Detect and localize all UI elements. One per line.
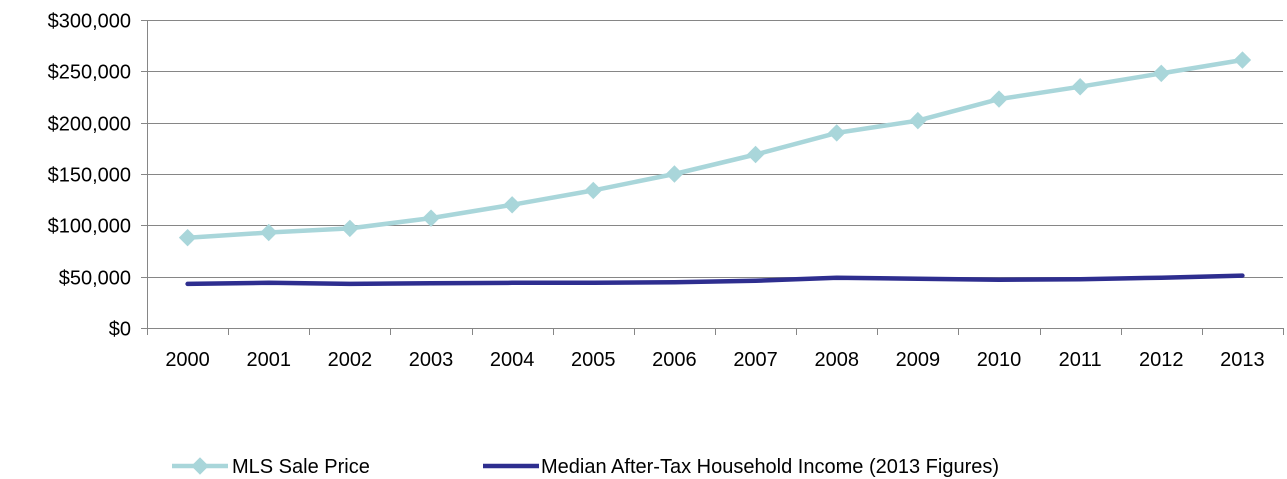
y-tick-label: $50,000 [59, 268, 131, 290]
data-point-marker [1152, 64, 1170, 83]
data-point-marker [990, 90, 1008, 108]
x-tick-label: 2010 [977, 349, 1022, 371]
y-tick-label: $200,000 [48, 114, 131, 136]
data-point-marker [746, 145, 765, 164]
x-tick-label: 2006 [652, 349, 697, 371]
gridlines [147, 20, 1283, 278]
data-point-marker [503, 196, 521, 214]
x-tick-label: 2001 [246, 349, 291, 371]
data-point-marker [422, 209, 440, 227]
data-point-marker [260, 223, 278, 242]
series-line-1 [185, 57, 1245, 240]
x-tick-label: 2003 [409, 349, 454, 371]
legend-swatch-marker [191, 457, 209, 475]
series [178, 51, 1252, 287]
data-point-marker [909, 111, 927, 130]
data-point-marker [178, 228, 197, 247]
legend-label: MLS Sale Price [232, 456, 370, 478]
y-tick-label: $100,000 [48, 216, 131, 238]
y-tick-label: $150,000 [48, 165, 131, 187]
data-point-marker [828, 124, 846, 142]
legend-label: Median After-Tax Household Income (2013 … [541, 456, 999, 478]
data-point-marker [665, 165, 684, 183]
x-tick-label: 2004 [490, 349, 535, 371]
data-point-marker [1233, 51, 1252, 69]
x-tick-label: 2013 [1220, 349, 1265, 371]
axes: $0 $50,000 $100,000 $150,000 $200,000 $250,00… [48, 11, 1284, 371]
x-tick-label: 2009 [896, 349, 941, 371]
series-line-2 [185, 273, 1245, 287]
x-tick-label: 2008 [814, 349, 859, 371]
x-tick-label: 2002 [328, 349, 373, 371]
data-point-marker [1071, 78, 1089, 96]
x-tick-label: 2012 [1139, 349, 1184, 371]
x-tick-label: 2000 [165, 349, 210, 371]
y-tick-label: $250,000 [48, 62, 131, 84]
x-tick-label: 2005 [571, 349, 616, 371]
x-tick-label: 2007 [733, 349, 778, 371]
data-point-marker [341, 219, 359, 238]
y-tick-label: $0 [109, 319, 131, 341]
x-tick-label: 2011 [1059, 349, 1102, 371]
legend: MLS Sale Price Median After-Tax Household… [172, 456, 999, 478]
data-point-marker [584, 181, 602, 200]
y-tick-label: $300,000 [48, 11, 131, 33]
